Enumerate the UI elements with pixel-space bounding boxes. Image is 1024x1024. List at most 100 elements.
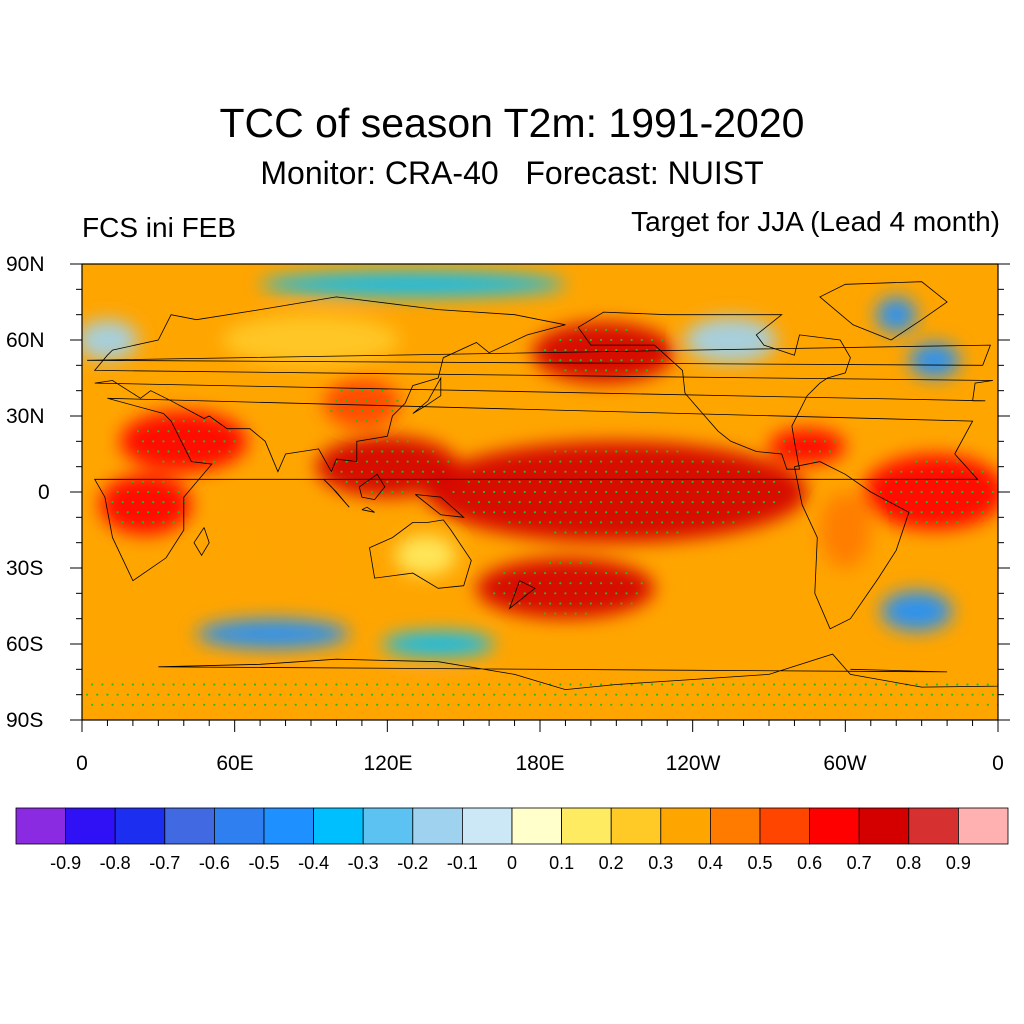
stipple-dot (554, 470, 557, 473)
stipple-dot (330, 409, 333, 413)
colorbar-box (15, 807, 66, 845)
stipple-dot (345, 480, 348, 483)
stipple-dot (589, 521, 592, 524)
stipple-dot (325, 703, 328, 706)
stipple-dot (701, 703, 704, 706)
stipple-dot (406, 460, 409, 463)
stipple-dot (482, 511, 486, 514)
stipple-dot (141, 521, 145, 524)
stipple-dot (717, 490, 720, 494)
stipple-dot (162, 480, 165, 483)
coastline (369, 519, 472, 589)
stipple-dot (620, 460, 623, 463)
stipple-dot (488, 501, 491, 504)
stipple-dot (259, 693, 262, 696)
stipple-dot (325, 683, 328, 686)
stipple-dot (778, 450, 781, 453)
colorbar-box (759, 807, 810, 845)
stipple-dot (610, 521, 613, 524)
stipple-dot (289, 693, 292, 696)
stipple-dot (513, 511, 516, 514)
stipple-dot (783, 683, 786, 686)
colorbar-label: 0 (506, 853, 517, 873)
stipple-dot (538, 683, 542, 686)
stipple-dot (228, 450, 231, 453)
stipple-dot (116, 693, 119, 696)
stipple-dot (930, 511, 933, 514)
stipple-dot (920, 511, 923, 514)
colorbar-label: -0.9 (50, 853, 82, 873)
stipple-dot (345, 683, 348, 686)
stipple-dot (594, 490, 598, 494)
stipple-dot (584, 531, 587, 534)
region-atlantic-equatorial (863, 454, 998, 530)
lat-label-90n: 90N (6, 253, 45, 276)
stipple-dot (569, 501, 572, 504)
stipple-dot (574, 511, 577, 514)
stipple-dot (314, 703, 318, 706)
colorbar-box (908, 807, 959, 845)
stipple-dot (666, 693, 669, 696)
stipple-dot (752, 703, 755, 706)
stipple-dot (152, 521, 155, 524)
stipple-dot (477, 703, 481, 706)
stipple-dot (503, 592, 506, 595)
stipple-dot (370, 693, 374, 696)
stipple-dot (666, 470, 669, 473)
stipple-dot (421, 450, 425, 453)
stipple-dot (915, 460, 918, 463)
colorbar-box (858, 807, 910, 845)
region-caribbean (769, 428, 846, 465)
stipple-dot (757, 693, 760, 696)
stipple-dot (508, 480, 511, 483)
stipple-dot (91, 703, 94, 706)
stipple-dot (503, 470, 506, 473)
stipple-dot (722, 480, 725, 483)
stipple-dot (370, 450, 374, 453)
stipple-dot (935, 480, 939, 483)
stipple-dot (167, 490, 170, 494)
stipple-dot (986, 480, 989, 483)
stipple-dot (645, 450, 648, 453)
coastline (358, 473, 386, 501)
stipple-dot (834, 683, 837, 686)
stipple-dot (986, 683, 989, 686)
stipple-dot (635, 531, 638, 534)
stipple-dot (615, 511, 618, 514)
region-east-asia-red (323, 378, 401, 429)
stipple-dot (717, 693, 720, 696)
stipple-dot (686, 490, 689, 494)
stipple-dot (223, 440, 226, 443)
stipple-dot (655, 490, 659, 494)
stipple-dot (599, 703, 603, 706)
stipple-dot (625, 490, 628, 494)
stipple-dot (549, 703, 552, 706)
stipple-dot (228, 430, 231, 433)
stipple-dot (676, 531, 679, 534)
stipple-dot (625, 369, 628, 372)
stipple-dot (253, 683, 257, 686)
stipple-dot (589, 359, 592, 362)
stipple-dot (488, 683, 491, 686)
region-southern-ocean-blue-pacific (382, 631, 495, 657)
stipple-dot (488, 703, 491, 706)
stipple-dot (676, 490, 679, 494)
stipple-dot (162, 683, 165, 686)
stipple-dot (589, 480, 592, 483)
stipple-dot (778, 693, 781, 696)
stipple-dot (620, 359, 623, 362)
stipple-dot (971, 511, 974, 514)
stipple-dot (925, 703, 928, 706)
stipple-dot (136, 450, 140, 453)
stipple-dot (101, 683, 104, 686)
stipple-dot (192, 703, 196, 706)
stipple-dot (528, 703, 531, 706)
stipple-dot (396, 703, 399, 706)
stipple-dot (900, 490, 903, 494)
stipple-dot (762, 683, 766, 686)
stipple-dot (630, 582, 633, 585)
stipple-dot (518, 521, 521, 524)
stipple-dot (742, 501, 745, 504)
stipple-dot (940, 693, 944, 696)
stipple-dot (706, 693, 710, 696)
